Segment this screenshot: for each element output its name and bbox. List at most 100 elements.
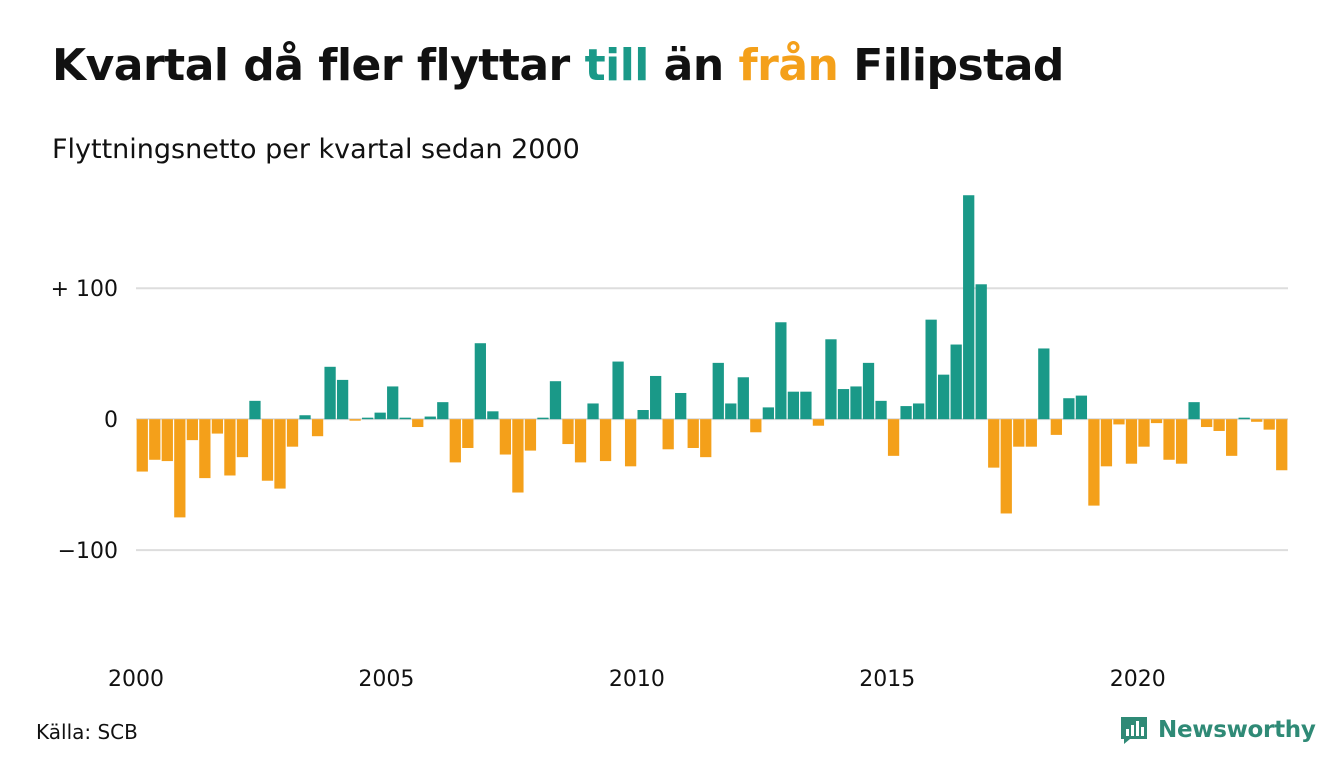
- bar: [624, 419, 637, 467]
- bar: [512, 419, 524, 493]
- bar: [875, 400, 887, 420]
- bar: [1238, 417, 1250, 420]
- bar: [587, 403, 599, 420]
- bar: [687, 419, 699, 448]
- bar: [299, 415, 311, 420]
- y-tick-label: −100: [58, 539, 118, 564]
- x-tick-label: 2010: [609, 667, 665, 692]
- bar: [650, 375, 662, 420]
- bar: [249, 400, 261, 420]
- bar: [862, 362, 875, 420]
- bar: [524, 419, 537, 451]
- bar: [236, 419, 249, 458]
- bar: [1088, 419, 1100, 506]
- bar: [387, 386, 399, 420]
- source-label: Källa: SCB: [36, 720, 138, 744]
- bar: [1188, 402, 1200, 420]
- bar: [787, 391, 800, 420]
- newsworthy-logo: Newsworthy: [1118, 714, 1316, 746]
- bar: [362, 417, 374, 420]
- bar: [537, 417, 549, 420]
- bar: [1013, 419, 1025, 447]
- bar: [1125, 419, 1138, 464]
- bar: [399, 417, 411, 420]
- bar: [1075, 395, 1088, 420]
- bar: [1113, 419, 1125, 425]
- bar: [374, 412, 386, 420]
- y-axis-ticks: + 100 0 −100: [51, 277, 118, 564]
- x-tick-label: 2015: [859, 667, 915, 692]
- bar: [1175, 419, 1188, 464]
- bar: [1163, 419, 1175, 460]
- title-part-negative: från: [738, 40, 839, 91]
- bar: [662, 419, 674, 450]
- bar: [211, 419, 224, 434]
- bar: [800, 391, 812, 420]
- title-part-1: Kvartal då fler flyttar: [52, 40, 585, 91]
- title-part-3: än: [648, 40, 739, 91]
- brand-name: Newsworthy: [1158, 717, 1316, 743]
- bar: [1251, 419, 1263, 422]
- x-tick-label: 2000: [108, 667, 164, 692]
- bar: [449, 419, 461, 463]
- bar: [311, 419, 324, 437]
- bar: [1050, 419, 1062, 435]
- chart-title: Kvartal då fler flyttar till än från Fil…: [52, 40, 1064, 91]
- bar: [938, 374, 950, 420]
- bar: [136, 419, 148, 472]
- bar: [900, 406, 912, 420]
- bar: [499, 419, 512, 455]
- y-tick-label: 0: [104, 408, 118, 433]
- bar: [1000, 419, 1012, 514]
- bar: [812, 419, 825, 426]
- bar: [261, 419, 274, 481]
- bar: [412, 419, 424, 428]
- bar: [712, 362, 724, 420]
- bar: [174, 419, 186, 518]
- title-part-5: Filipstad: [838, 40, 1064, 91]
- bar: [887, 419, 900, 456]
- bar: [1063, 398, 1075, 420]
- bar: [599, 419, 612, 462]
- bar: [186, 419, 198, 441]
- newsworthy-logo-icon: [1121, 717, 1147, 744]
- chart-subtitle: Flyttningsnetto per kvartal sedan 2000: [52, 134, 580, 165]
- bar: [912, 403, 925, 420]
- bar: [675, 392, 687, 420]
- bar: [324, 366, 336, 420]
- bar: [1276, 419, 1288, 471]
- bars: [136, 195, 1288, 518]
- bar: [1138, 419, 1150, 447]
- bar: [988, 419, 1000, 468]
- bar: [1100, 419, 1113, 467]
- bar: [837, 389, 850, 420]
- bar: [1226, 419, 1238, 456]
- bar: [637, 410, 649, 420]
- bar: [562, 419, 574, 445]
- bar: [975, 284, 987, 420]
- bar: [612, 361, 624, 420]
- title-part-positive: till: [584, 40, 650, 91]
- bar: [224, 419, 236, 476]
- bar: [462, 419, 474, 448]
- bar: [574, 419, 587, 463]
- bar: [1025, 419, 1037, 447]
- bar: [1150, 419, 1163, 424]
- bar: [424, 416, 436, 420]
- bar: [950, 344, 962, 420]
- bar: [775, 322, 787, 420]
- bar: [750, 419, 762, 433]
- bar: [825, 339, 837, 420]
- x-axis-ticks: 2000 2005 2010 2015 2020: [108, 667, 1166, 692]
- y-tick-label: + 100: [51, 277, 118, 302]
- bar: [963, 195, 975, 420]
- bar: [286, 419, 299, 447]
- bar: [549, 381, 562, 420]
- bar: [487, 411, 499, 420]
- x-tick-label: 2020: [1110, 667, 1166, 692]
- bar: [161, 419, 173, 462]
- bar: [1038, 348, 1050, 420]
- bar: [725, 403, 737, 420]
- bar: [199, 419, 211, 479]
- bar: [437, 402, 449, 420]
